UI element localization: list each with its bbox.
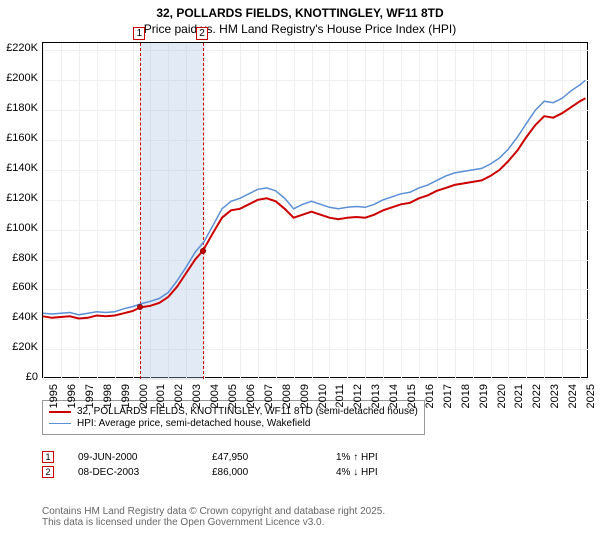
chart-plot-area <box>42 42 588 378</box>
x-axis-label: 2012 <box>352 384 364 414</box>
y-axis-label: £200K <box>0 72 38 84</box>
y-axis-label: £180K <box>0 102 38 114</box>
chart-title: 32, POLLARDS FIELDS, KNOTTINGLEY, WF11 8… <box>0 6 600 37</box>
footer-line1: Contains HM Land Registry data © Crown c… <box>42 506 385 517</box>
x-axis-label: 2001 <box>155 384 167 414</box>
series-line <box>43 98 585 318</box>
y-axis-label: £220K <box>0 42 38 54</box>
y-axis-label: £20K <box>0 341 38 353</box>
x-axis-label: 1997 <box>84 384 96 414</box>
row-marker: 2 <box>42 466 54 478</box>
legend-item: HPI: Average price, semi-detached house,… <box>49 418 418 429</box>
y-axis-label: £140K <box>0 162 38 174</box>
event-marker: 1 <box>133 27 145 40</box>
title-line1: 32, POLLARDS FIELDS, KNOTTINGLEY, WF11 8… <box>0 6 600 22</box>
x-axis-label: 2008 <box>281 384 293 414</box>
x-axis-label: 2022 <box>531 384 543 414</box>
legend-swatch <box>49 423 71 425</box>
title-line2: Price paid vs. HM Land Registry's House … <box>0 22 600 38</box>
x-axis-label: 2014 <box>388 384 400 414</box>
footer-line2: This data is licensed under the Open Gov… <box>42 517 385 528</box>
x-axis-label: 1995 <box>48 384 60 414</box>
row-marker: 1 <box>42 451 54 463</box>
row-price: £47,950 <box>212 452 312 463</box>
x-axis-label: 2017 <box>442 384 454 414</box>
x-axis-label: 2004 <box>209 384 221 414</box>
row-date: 09-JUN-2000 <box>78 452 188 463</box>
legend-label: HPI: Average price, semi-detached house,… <box>77 418 310 429</box>
x-axis-label: 2009 <box>299 384 311 414</box>
transaction-table: 1 09-JUN-2000 £47,950 1% ↑ HPI 2 08-DEC-2003 £… <box>42 448 378 481</box>
x-axis-label: 2024 <box>567 384 579 414</box>
y-axis-label: £80K <box>0 252 38 264</box>
x-axis-label: 2020 <box>496 384 508 414</box>
event-dot <box>137 304 143 310</box>
x-axis-label: 2016 <box>424 384 436 414</box>
x-axis-label: 2010 <box>317 384 329 414</box>
y-axis-label: £120K <box>0 192 38 204</box>
x-axis-label: 2006 <box>245 384 257 414</box>
y-axis-label: £0 <box>0 371 38 383</box>
y-axis-label: £60K <box>0 281 38 293</box>
transaction-row: 1 09-JUN-2000 £47,950 1% ↑ HPI <box>42 451 378 463</box>
x-axis-label: 2007 <box>263 384 275 414</box>
x-axis-label: 2003 <box>191 384 203 414</box>
y-axis-label: £40K <box>0 311 38 323</box>
x-axis-label: 2011 <box>334 384 346 414</box>
event-dot <box>200 248 206 254</box>
series-svg <box>43 43 589 379</box>
y-axis-label: £100K <box>0 222 38 234</box>
footer-attribution: Contains HM Land Registry data © Crown c… <box>42 506 385 528</box>
x-axis-label: 2019 <box>478 384 490 414</box>
x-axis-label: 2000 <box>138 384 150 414</box>
x-axis-label: 2018 <box>460 384 472 414</box>
x-axis-label: 2013 <box>370 384 382 414</box>
x-axis-label: 2025 <box>585 384 597 414</box>
x-axis-label: 1998 <box>102 384 114 414</box>
x-axis-label: 2005 <box>227 384 239 414</box>
transaction-row: 2 08-DEC-2003 £86,000 4% ↓ HPI <box>42 466 378 478</box>
x-axis-label: 2021 <box>513 384 525 414</box>
y-axis-label: £160K <box>0 132 38 144</box>
x-axis-label: 1999 <box>120 384 132 414</box>
x-axis-label: 1996 <box>66 384 78 414</box>
event-marker: 2 <box>196 27 208 40</box>
series-line <box>43 80 585 314</box>
row-date: 08-DEC-2003 <box>78 467 188 478</box>
row-price: £86,000 <box>212 467 312 478</box>
row-delta: 4% ↓ HPI <box>336 467 378 478</box>
x-axis-label: 2015 <box>406 384 418 414</box>
x-axis-label: 2002 <box>173 384 185 414</box>
row-delta: 1% ↑ HPI <box>336 452 378 463</box>
gridline-h <box>43 379 589 380</box>
x-axis-label: 2023 <box>549 384 561 414</box>
